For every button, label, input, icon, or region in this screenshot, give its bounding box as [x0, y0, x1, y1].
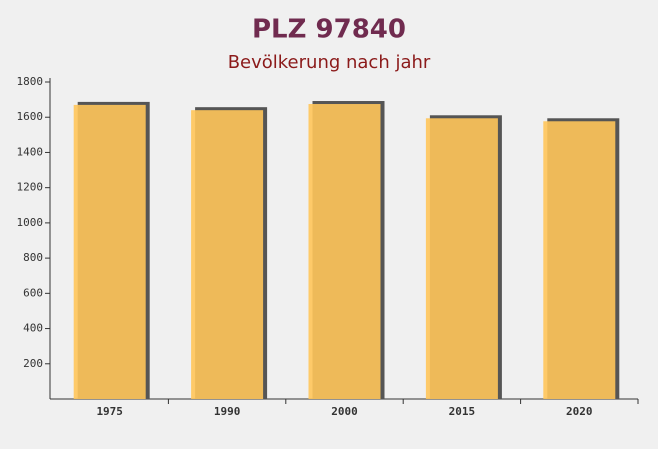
- x-tick-label: 2015: [449, 405, 476, 418]
- bar: [191, 110, 264, 399]
- bar: [543, 121, 616, 400]
- bar: [308, 104, 381, 399]
- chart-subtitle: Bevölkerung nach jahr: [228, 52, 431, 73]
- chart-title: PLZ 97840: [252, 15, 406, 45]
- y-tick-label: 1200: [17, 181, 44, 194]
- x-tick-label: 1990: [214, 405, 241, 418]
- x-tick-label: 2000: [331, 405, 358, 418]
- y-tick-label: 1600: [17, 110, 44, 123]
- y-tick-label: 400: [23, 322, 43, 335]
- y-tick-label: 1800: [17, 75, 44, 88]
- y-tick-label: 600: [23, 286, 43, 299]
- y-tick-label: 1400: [17, 145, 44, 158]
- x-tick-label: 2020: [566, 405, 593, 418]
- y-tick-label: 1000: [17, 216, 44, 229]
- bar: [73, 104, 146, 400]
- bar: [425, 118, 498, 399]
- y-tick-label: 800: [23, 251, 43, 264]
- x-tick-label: 1975: [96, 405, 123, 418]
- y-tick-label: 200: [23, 357, 43, 370]
